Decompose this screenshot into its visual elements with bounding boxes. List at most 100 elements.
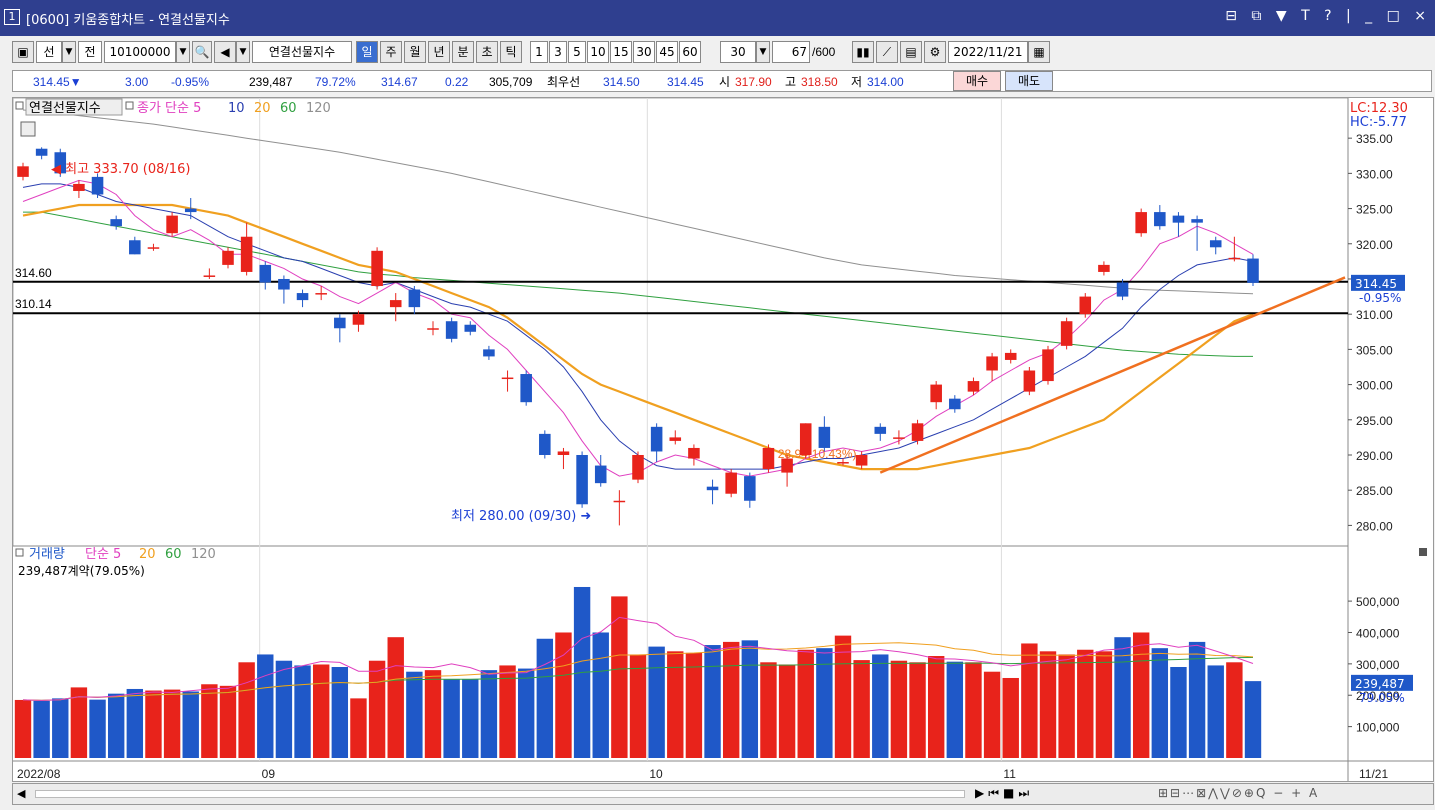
candle-body [576, 454, 588, 505]
period-button[interactable]: 전 [78, 41, 102, 63]
volume-bar [927, 656, 945, 758]
volume-bar [536, 638, 554, 758]
candle-body [613, 500, 626, 503]
legend-ma-label: 종가 단순 5 [137, 101, 201, 116]
volume-bar [983, 671, 1001, 758]
calendar-icon[interactable]: ▦ [1028, 41, 1050, 63]
legend-ma: 120 [306, 101, 331, 116]
vol-legend-value: 239,487계약(79.05%) [18, 563, 145, 578]
volume-bar [1244, 681, 1262, 758]
volume-bar [350, 698, 367, 758]
volume-bar [126, 688, 144, 758]
interval-5[interactable]: 30 [633, 41, 655, 63]
tool-icons[interactable]: ⊞⊟⋯⊠⋀⋁⊘⊕Q − + A [1158, 786, 1320, 800]
search-icon[interactable]: 🔍 [192, 41, 212, 63]
scroll-left-icon[interactable]: ◀ [17, 787, 26, 800]
market-select[interactable]: 선 [36, 41, 62, 63]
interval-2[interactable]: 5 [568, 41, 586, 63]
code-input[interactable]: 10100000 [104, 41, 176, 63]
tab-3[interactable]: 년 [428, 41, 450, 63]
buy-button[interactable]: 매수 [953, 71, 1001, 91]
tab-6[interactable]: 틱 [500, 41, 522, 63]
hc-label: HC:-5.77 [1350, 115, 1407, 130]
code-dropdown-icon[interactable]: ▼ [176, 41, 190, 63]
y-tick-label: 285.00 [1356, 484, 1393, 498]
volume-bar [368, 660, 386, 758]
volume-bar [238, 662, 255, 758]
interval-0[interactable]: 1 [530, 41, 548, 63]
volume-bar [797, 649, 814, 758]
vol-ma20-line [22, 642, 1254, 701]
vol-legend-ma: 20 [139, 547, 156, 562]
count-input[interactable]: 67 [772, 41, 810, 63]
volume-bar [1077, 649, 1094, 758]
chart-svg: 280.00 285.00 290.00 295.00 300.00 305.00 310.… [12, 97, 1433, 781]
legend-ma: 20 [254, 101, 271, 116]
sound-dropdown-icon[interactable]: ▼ [236, 41, 250, 63]
layout-icon[interactable]: ▣ [12, 41, 34, 63]
settings-icon[interactable]: ⚙ [924, 41, 946, 63]
interval-dropdown-icon[interactable]: ▼ [756, 41, 770, 63]
volume-bar [70, 687, 88, 758]
volume-bar [965, 662, 982, 758]
interval-3[interactable]: 10 [587, 41, 609, 63]
count-max: /600 [812, 45, 836, 59]
candle-type-icon[interactable]: ▮▮ [852, 41, 874, 63]
save-icon[interactable]: ▤ [900, 41, 922, 63]
best-ask: 314.50 [603, 75, 640, 89]
volume-bar [499, 665, 516, 758]
candle-body [781, 458, 793, 473]
volume-bar [872, 654, 889, 758]
tab-4[interactable]: 분 [452, 41, 474, 63]
window-number: 1 [4, 9, 20, 25]
volume-bar [145, 690, 162, 758]
y-tick-label: 280.00 [1356, 519, 1393, 533]
legend-box-icon [125, 101, 134, 110]
scrollbar[interactable] [35, 790, 965, 798]
window-controls[interactable]: ⊟ ⧉ ▼ T ? | _ □ × [1225, 8, 1431, 24]
volume-bar [760, 662, 777, 758]
candle-body [259, 264, 272, 283]
sound-icon[interactable]: ◀︎ [214, 41, 236, 63]
price-badge-pct: -0.95% [1359, 291, 1401, 305]
legend-box-icon [15, 101, 24, 110]
candle-body [389, 300, 402, 308]
y-tick-label: 305.00 [1356, 343, 1393, 357]
chart-area[interactable]: 280.00 285.00 290.00 295.00 300.00 305.00 310.… [12, 97, 1434, 782]
volume-bar [89, 699, 106, 758]
tab-1[interactable]: 주 [380, 41, 402, 63]
candle-body [818, 426, 831, 448]
vol-legend-label: 단순 5 [85, 547, 121, 562]
candle-body [930, 384, 942, 403]
interval-1[interactable]: 3 [549, 41, 567, 63]
candle-body [874, 426, 887, 434]
interval-value[interactable]: 30 [720, 41, 756, 63]
ma120-line [22, 109, 1254, 295]
candle-body [744, 476, 756, 501]
volume-bar [1058, 654, 1075, 758]
tab-0[interactable]: 일 [356, 41, 378, 63]
high-label: 고 [785, 75, 797, 89]
draw-tool-icon[interactable]: ⟋ [876, 41, 898, 63]
quote-p2-change: 0.22 [445, 75, 469, 89]
interval-7[interactable]: 60 [679, 41, 701, 63]
interval-6[interactable]: 45 [656, 41, 678, 63]
sell-button[interactable]: 매도 [1005, 71, 1053, 91]
candle-body [557, 451, 570, 455]
playback-controls[interactable]: ▶⏮■⏭ [975, 786, 1034, 800]
tab-2[interactable]: 월 [404, 41, 426, 63]
date-input[interactable]: 2022/11/21 [948, 41, 1028, 63]
market-dropdown-icon[interactable]: ▼ [62, 41, 76, 63]
candle-body [296, 293, 309, 301]
volume-bar [1114, 637, 1131, 758]
volume-bar [1188, 641, 1206, 758]
open-value: 317.90 [735, 75, 772, 89]
legend-ma: 10 [228, 101, 245, 116]
y-tick-label: 295.00 [1356, 414, 1393, 428]
candle-body [725, 472, 737, 494]
volume-bar [1095, 651, 1113, 758]
tab-5[interactable]: 초 [476, 41, 498, 63]
candle-body [501, 377, 514, 380]
candle-body [17, 166, 29, 177]
interval-4[interactable]: 15 [610, 41, 632, 63]
